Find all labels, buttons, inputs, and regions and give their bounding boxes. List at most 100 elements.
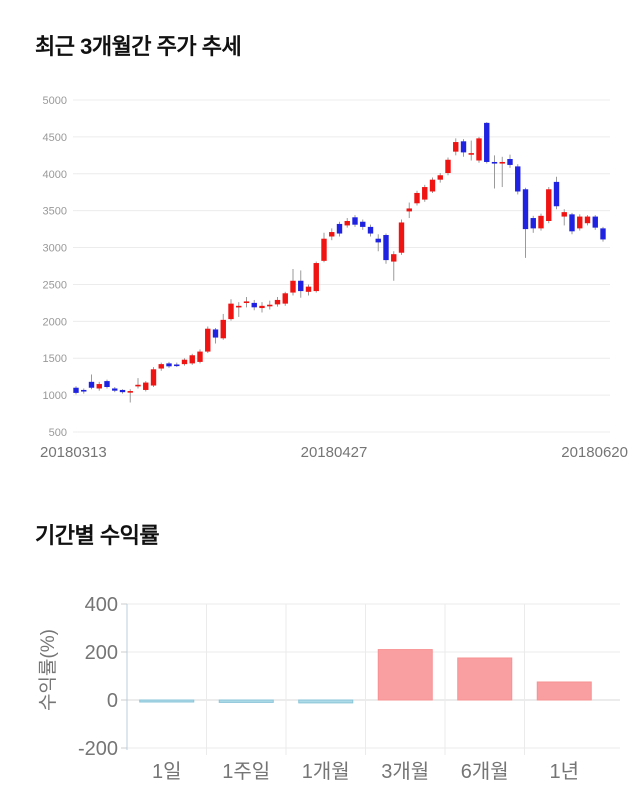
candle-down xyxy=(212,329,219,338)
x-category-label: 1년 xyxy=(549,760,579,783)
y-tick-label: 500 xyxy=(49,427,67,439)
candle-up xyxy=(453,142,459,152)
y-tick-label: 5000 xyxy=(43,95,67,107)
candle-up xyxy=(181,359,188,365)
candle-down xyxy=(507,159,513,165)
candle-up xyxy=(329,232,335,237)
y-tick-label: -200 xyxy=(78,738,118,760)
return-bar-positive xyxy=(377,649,433,701)
candle-up xyxy=(259,305,265,309)
x-label-start-date: 20180313 xyxy=(40,444,107,461)
candle-up xyxy=(158,364,164,369)
candle-down xyxy=(298,280,304,292)
candle-up xyxy=(577,216,583,229)
candle-up xyxy=(445,159,451,174)
y-tick-label: 4000 xyxy=(43,169,67,181)
candle-down xyxy=(73,387,79,393)
candle-up xyxy=(437,175,443,180)
y-tick-label: 400 xyxy=(85,594,118,616)
candle-down xyxy=(375,238,381,243)
y-tick-label: 3000 xyxy=(43,243,67,255)
x-label-end-date: 20180620 xyxy=(561,444,628,461)
y-tick-label: 0 xyxy=(107,690,118,712)
candle-up xyxy=(243,301,250,304)
candle-down xyxy=(336,223,343,234)
x-category-label: 6개월 xyxy=(461,760,509,783)
y-tick-label: 3500 xyxy=(43,206,67,218)
price-chart-x-axis: 20180313 20180427 20180620 xyxy=(40,444,628,461)
candle-down xyxy=(104,381,110,387)
candle-up xyxy=(538,215,544,229)
candle-up xyxy=(127,391,133,393)
candle-down xyxy=(600,228,606,240)
candle-down xyxy=(119,389,126,393)
candle-down xyxy=(553,181,560,207)
candle-down xyxy=(530,218,536,229)
candle-up xyxy=(267,304,273,307)
candle-up xyxy=(282,293,288,304)
candle-up xyxy=(321,238,327,261)
candle-up xyxy=(406,208,412,212)
candle-up xyxy=(236,305,242,308)
candle-down xyxy=(352,217,358,225)
candle-down xyxy=(460,141,467,153)
candle-up xyxy=(546,189,552,221)
candle-down xyxy=(360,221,366,227)
x-category-label: 1일 xyxy=(152,760,182,783)
y-tick-label: 4500 xyxy=(43,132,67,144)
candle-up xyxy=(220,319,226,339)
candle-up xyxy=(305,286,312,292)
candle-down xyxy=(166,363,172,367)
candle-up xyxy=(290,280,296,293)
price-chart-title: 최근 3개월간 주가 추세 xyxy=(35,34,242,59)
return-bar-positive xyxy=(536,681,592,701)
candle-up xyxy=(205,328,211,352)
candle-down xyxy=(491,161,498,164)
candle-down xyxy=(251,302,257,308)
price-candlestick-chart: 5000 4500 4000 3500 3000 2500 2000 1500 1000 500 xyxy=(43,95,610,439)
y-tick-label: 200 xyxy=(85,642,118,664)
y-axis-title: 수익률(%) xyxy=(37,629,59,711)
candle-up xyxy=(468,153,474,155)
candle-down xyxy=(174,364,180,367)
candle-up xyxy=(143,382,149,390)
candle-down xyxy=(112,388,118,391)
x-category-label: 1주일 xyxy=(222,760,270,783)
candle-up xyxy=(499,161,505,164)
candle-down xyxy=(88,381,95,388)
candle-down xyxy=(592,216,598,228)
return-bar-negative xyxy=(218,699,274,703)
candle-up xyxy=(476,138,482,161)
y-tick-label: 2000 xyxy=(43,316,67,328)
return-chart-title: 기간별 수익률 xyxy=(35,523,160,548)
candle-down xyxy=(522,189,529,230)
period-return-bar-chart: 400 200 0 -200 1일 1주일 1개월 3개월 6개월 1년 수익률(%) xyxy=(37,594,620,783)
candle-up xyxy=(584,216,591,224)
candle-down xyxy=(367,226,374,234)
return-bar-negative xyxy=(139,699,195,703)
y-tick-label: 2500 xyxy=(43,279,67,291)
candle-up xyxy=(422,187,428,200)
candle-up xyxy=(429,179,436,192)
candle-up xyxy=(398,222,405,253)
candle-up xyxy=(197,351,203,362)
candle-up xyxy=(274,299,281,305)
candle-up xyxy=(561,212,567,217)
candle-down xyxy=(81,389,87,392)
candle-down xyxy=(515,166,521,192)
candle-down xyxy=(569,214,575,232)
x-label-mid-date: 20180427 xyxy=(300,444,368,461)
candle-up xyxy=(189,355,195,364)
x-category-label: 3개월 xyxy=(381,760,429,783)
x-category-label: 1개월 xyxy=(302,760,350,783)
candle-up xyxy=(150,369,157,386)
candle-down xyxy=(383,235,389,261)
candle-up xyxy=(391,254,397,262)
candle-down xyxy=(484,122,490,162)
y-tick-label: 1000 xyxy=(43,390,67,402)
candle-up xyxy=(135,384,141,387)
candle-up xyxy=(228,303,234,320)
candle-up xyxy=(344,220,350,226)
return-bar-negative xyxy=(298,699,354,704)
return-bar-positive xyxy=(457,657,513,701)
